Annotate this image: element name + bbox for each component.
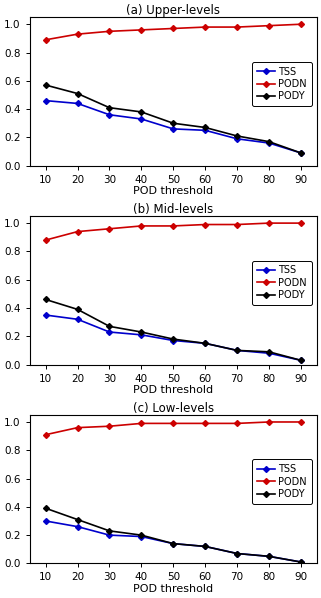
TSS bbox=[108, 328, 111, 335]
Title: (c) Low-levels: (c) Low-levels bbox=[133, 402, 214, 415]
PODN bbox=[299, 419, 303, 426]
PODN bbox=[299, 21, 303, 28]
PODY bbox=[44, 505, 48, 512]
PODY bbox=[267, 348, 271, 355]
PODN bbox=[171, 25, 175, 32]
PODN bbox=[108, 225, 111, 233]
PODN bbox=[267, 219, 271, 227]
TSS bbox=[235, 135, 239, 142]
TSS bbox=[299, 357, 303, 364]
PODN bbox=[139, 420, 143, 427]
TSS bbox=[267, 553, 271, 560]
PODY bbox=[139, 532, 143, 539]
PODY bbox=[235, 132, 239, 139]
PODN bbox=[44, 36, 48, 44]
Legend: TSS, PODN, PODY: TSS, PODN, PODY bbox=[252, 459, 312, 504]
PODY bbox=[108, 104, 111, 111]
PODY bbox=[76, 306, 80, 313]
Line: PODY: PODY bbox=[44, 297, 303, 362]
PODY bbox=[171, 540, 175, 547]
PODY bbox=[235, 550, 239, 557]
PODY bbox=[267, 138, 271, 145]
X-axis label: POD threshold: POD threshold bbox=[133, 186, 213, 196]
PODN bbox=[76, 424, 80, 431]
TSS bbox=[171, 337, 175, 344]
TSS bbox=[76, 316, 80, 323]
PODY bbox=[171, 120, 175, 127]
PODY bbox=[108, 527, 111, 535]
TSS bbox=[139, 115, 143, 123]
PODY bbox=[299, 150, 303, 157]
X-axis label: POD threshold: POD threshold bbox=[133, 584, 213, 594]
PODN bbox=[171, 420, 175, 427]
PODN bbox=[76, 228, 80, 235]
TSS bbox=[299, 559, 303, 566]
PODN bbox=[267, 419, 271, 426]
PODN bbox=[44, 431, 48, 438]
Line: TSS: TSS bbox=[44, 313, 303, 362]
TSS bbox=[139, 331, 143, 338]
TSS bbox=[267, 139, 271, 147]
PODN bbox=[203, 420, 207, 427]
Line: PODN: PODN bbox=[44, 22, 303, 42]
PODY bbox=[139, 108, 143, 115]
PODN bbox=[108, 28, 111, 35]
Line: PODN: PODN bbox=[44, 420, 303, 437]
PODY bbox=[171, 335, 175, 343]
Line: PODN: PODN bbox=[44, 221, 303, 242]
TSS bbox=[44, 312, 48, 319]
TSS bbox=[203, 340, 207, 347]
TSS bbox=[108, 532, 111, 539]
Line: PODY: PODY bbox=[44, 506, 303, 564]
X-axis label: POD threshold: POD threshold bbox=[133, 385, 213, 395]
TSS bbox=[44, 517, 48, 524]
TSS bbox=[44, 97, 48, 104]
PODY bbox=[44, 296, 48, 303]
PODY bbox=[267, 553, 271, 560]
PODN bbox=[203, 221, 207, 228]
Legend: TSS, PODN, PODY: TSS, PODN, PODY bbox=[252, 62, 312, 106]
PODY bbox=[44, 81, 48, 89]
PODN bbox=[139, 222, 143, 230]
TSS bbox=[171, 126, 175, 133]
TSS bbox=[203, 127, 207, 134]
PODY bbox=[203, 124, 207, 131]
PODN bbox=[203, 23, 207, 30]
PODN bbox=[235, 420, 239, 427]
PODY bbox=[139, 328, 143, 335]
Line: TSS: TSS bbox=[44, 99, 303, 155]
PODN bbox=[235, 23, 239, 30]
TSS bbox=[76, 100, 80, 107]
TSS bbox=[171, 540, 175, 547]
PODN bbox=[139, 26, 143, 33]
PODN bbox=[299, 219, 303, 227]
TSS bbox=[203, 543, 207, 550]
PODY bbox=[203, 543, 207, 550]
PODY bbox=[235, 347, 239, 354]
PODN bbox=[76, 30, 80, 38]
PODN bbox=[267, 22, 271, 29]
Line: TSS: TSS bbox=[44, 519, 303, 564]
TSS bbox=[299, 150, 303, 157]
Title: (b) Mid-levels: (b) Mid-levels bbox=[133, 203, 213, 216]
PODY bbox=[108, 323, 111, 330]
PODY bbox=[203, 340, 207, 347]
TSS bbox=[235, 347, 239, 354]
PODY bbox=[76, 90, 80, 97]
TSS bbox=[235, 550, 239, 557]
Legend: TSS, PODN, PODY: TSS, PODN, PODY bbox=[252, 261, 312, 305]
PODN bbox=[235, 221, 239, 228]
PODY bbox=[299, 357, 303, 364]
PODY bbox=[76, 516, 80, 523]
TSS bbox=[76, 523, 80, 530]
PODN bbox=[108, 423, 111, 430]
PODY bbox=[299, 559, 303, 566]
PODN bbox=[171, 222, 175, 230]
TSS bbox=[139, 533, 143, 540]
TSS bbox=[267, 350, 271, 357]
TSS bbox=[108, 111, 111, 118]
Title: (a) Upper-levels: (a) Upper-levels bbox=[126, 4, 220, 17]
PODN bbox=[44, 236, 48, 243]
Line: PODY: PODY bbox=[44, 83, 303, 155]
